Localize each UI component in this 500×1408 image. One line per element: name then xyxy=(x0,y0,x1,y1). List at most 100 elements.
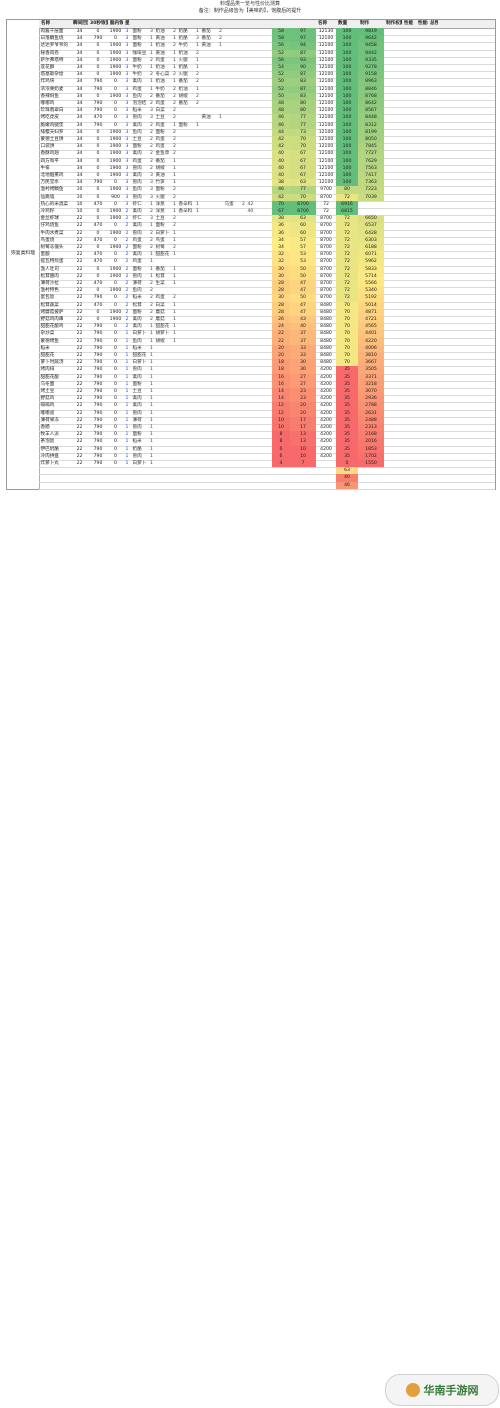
table-cell: 34 xyxy=(76,129,83,135)
table-cell: 白菜 xyxy=(155,108,165,114)
table-cell: 1 xyxy=(125,338,129,344)
score-cell: 4721 xyxy=(358,316,384,324)
table-cell xyxy=(223,431,241,438)
table-cell xyxy=(246,273,272,280)
table-cell xyxy=(154,438,172,445)
table-cell: 3 xyxy=(125,43,129,49)
score-cell: 97 xyxy=(290,35,316,43)
table-cell: 22 xyxy=(76,266,83,272)
table-cell: 黄油 xyxy=(201,115,211,121)
table-cell: 0 xyxy=(114,461,117,466)
table-cell: 790 xyxy=(93,410,103,416)
table-cell: 470 xyxy=(93,223,103,229)
score-cell: 24 xyxy=(272,323,290,331)
table-cell xyxy=(223,395,241,402)
table-cell: 1 xyxy=(150,374,153,380)
table-cell xyxy=(246,93,272,100)
table-cell: 黄油 xyxy=(201,43,211,49)
table-cell: 面粉 xyxy=(132,266,142,272)
table-cell xyxy=(246,446,272,453)
table-cell: 1900 xyxy=(109,216,122,222)
table-cell: 1900 xyxy=(109,273,122,279)
score-cell: 63 xyxy=(336,467,358,475)
score-cell: 72 xyxy=(336,294,358,302)
table-cell xyxy=(246,266,272,273)
dish-name: 提瓦特煎蛋 xyxy=(40,259,64,265)
score-cell: 23 xyxy=(290,395,316,403)
table-cell: 0 xyxy=(96,43,100,49)
table-cell: 34 xyxy=(76,86,83,92)
score-cell: 17 xyxy=(290,416,316,424)
score-cell: 8567 xyxy=(358,107,384,115)
dish-name: 薄荷果冻 xyxy=(40,417,59,423)
score-cell: 72 xyxy=(336,258,358,266)
table-cell xyxy=(200,273,218,280)
score-cell: 8 xyxy=(272,438,290,446)
table-cell: 790 xyxy=(93,381,103,387)
table-cell xyxy=(223,136,241,143)
score-cell: 2313 xyxy=(358,424,384,432)
table-cell: 0 xyxy=(114,86,117,92)
score-cell: 83 xyxy=(290,92,316,100)
table-cell xyxy=(246,150,272,157)
table-cell: 3 xyxy=(125,137,129,142)
table-cell xyxy=(246,122,272,129)
table-cell: 稻米 xyxy=(132,108,142,114)
score-cell: 1550 xyxy=(358,460,384,468)
table-cell: 0 xyxy=(114,417,117,423)
table-row: 热心的米酒菜 10 470 0 3 虾仁 1 洋葱 1 香辛料 1 乌蛋 2 42 70 8700 72 6916 xyxy=(39,200,495,209)
table-cell: 3 xyxy=(150,173,153,178)
score-cell: 36 xyxy=(272,229,290,237)
score-cell: 100 xyxy=(336,35,358,43)
score-cell: 6428 xyxy=(358,229,384,237)
dish-name: 牛肉水煮菜 xyxy=(40,230,64,236)
table-cell: 1900 xyxy=(109,129,122,135)
table-cell: 甜甜花 xyxy=(132,353,147,358)
table-cell: 1 xyxy=(125,425,129,430)
score-cell: 50 xyxy=(290,265,316,273)
score-cell: 63 xyxy=(290,179,316,187)
dish-name: 仙跳墙 xyxy=(40,194,55,200)
table-cell: 奶油 xyxy=(155,79,165,85)
score-cell: 42 xyxy=(272,136,290,144)
table-cell xyxy=(246,258,272,265)
table-cell: 1 xyxy=(150,381,153,387)
table-cell: 0 xyxy=(114,367,117,373)
table-cell: 1900 xyxy=(109,158,122,164)
table-cell xyxy=(246,172,272,179)
table-cell: 1 xyxy=(173,331,176,337)
table-cell: 奶酪 xyxy=(178,29,188,34)
score-cell: 35 xyxy=(336,402,358,410)
table-cell: 2 xyxy=(150,237,153,243)
table-cell: 2 xyxy=(125,237,129,243)
table-cell: 1 xyxy=(173,317,176,322)
table-cell: 1 xyxy=(125,353,129,358)
table-cell xyxy=(246,287,272,294)
table-row: 四方和平 34 0 1900 3 鸡蛋 2 番茄 1 40 67 12100 100 7629 xyxy=(39,157,495,166)
table-cell: 土豆 xyxy=(155,216,165,222)
table-cell: 洋葱 xyxy=(155,209,165,214)
score-cell: 67 xyxy=(290,150,316,158)
table-cell: 鸡蛋 xyxy=(155,295,165,301)
score-cell: 35 xyxy=(336,380,358,388)
table-cell xyxy=(177,136,195,143)
score-cell: 72 xyxy=(336,193,358,201)
table-cell: 2 xyxy=(125,209,129,214)
table-cell xyxy=(223,287,241,294)
table-cell: 790 xyxy=(93,446,103,452)
score-cell: 6916 xyxy=(336,200,358,208)
table-row: 烤吃虎皮 34 470 0 3 兽肉 3 土豆 2 黄油 1 46 77 12100 100 8448 xyxy=(39,114,495,123)
table-cell: 鸡蛋 xyxy=(155,144,165,150)
score-cell: 34 xyxy=(272,244,290,252)
table-cell xyxy=(223,57,241,64)
table-cell: 3 xyxy=(150,187,153,193)
score-cell: 90 xyxy=(290,64,316,72)
table-cell: 3 xyxy=(125,165,129,171)
table-cell xyxy=(200,316,218,323)
table-cell: 1 xyxy=(150,338,153,344)
dish-name: 蒙德土豆饼 xyxy=(40,137,64,142)
table-cell: 1900 xyxy=(109,43,122,49)
table-row: 薄荷沙拉 22 470 0 2 薄荷 2 生菜 1 28 47 8700 72 5566 xyxy=(39,280,495,289)
table-cell: 22 xyxy=(76,259,83,265)
score-cell: 5340 xyxy=(358,287,384,295)
